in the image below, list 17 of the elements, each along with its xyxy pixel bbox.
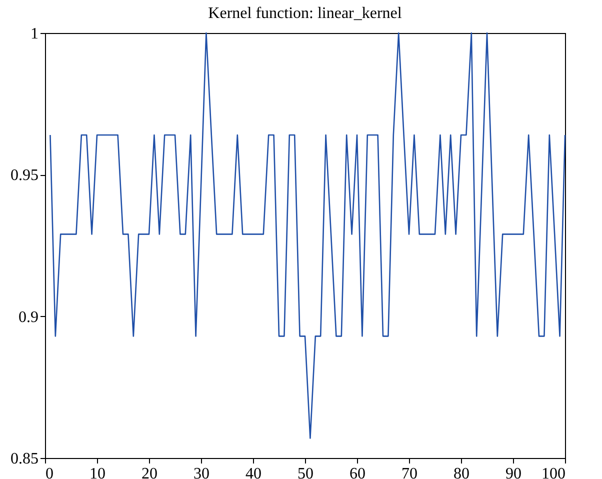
x-tick-label: 80 [454,466,470,479]
x-tick-label: 10 [90,466,106,479]
chart-title: Kernel function: linear_kernel [208,5,402,22]
y-tick-label: 1 [30,26,38,42]
line-series [50,32,566,439]
x-tick-label: 100 [542,466,566,479]
x-tick-label: 40 [246,466,262,479]
y-tick-label: 0.9 [18,308,38,326]
y-tick-label: 0.95 [10,167,38,184]
x-tick-label: 90 [506,466,522,479]
x-tick-label: 30 [194,466,210,479]
x-tick-label: 20 [142,466,158,479]
y-tick-label: 0.85 [10,450,38,468]
x-tick-label: 50 [298,466,314,479]
x-tick-label: 70 [402,466,418,479]
x-tick-label: 60 [350,466,366,479]
x-tick-label: 0 [46,466,54,479]
